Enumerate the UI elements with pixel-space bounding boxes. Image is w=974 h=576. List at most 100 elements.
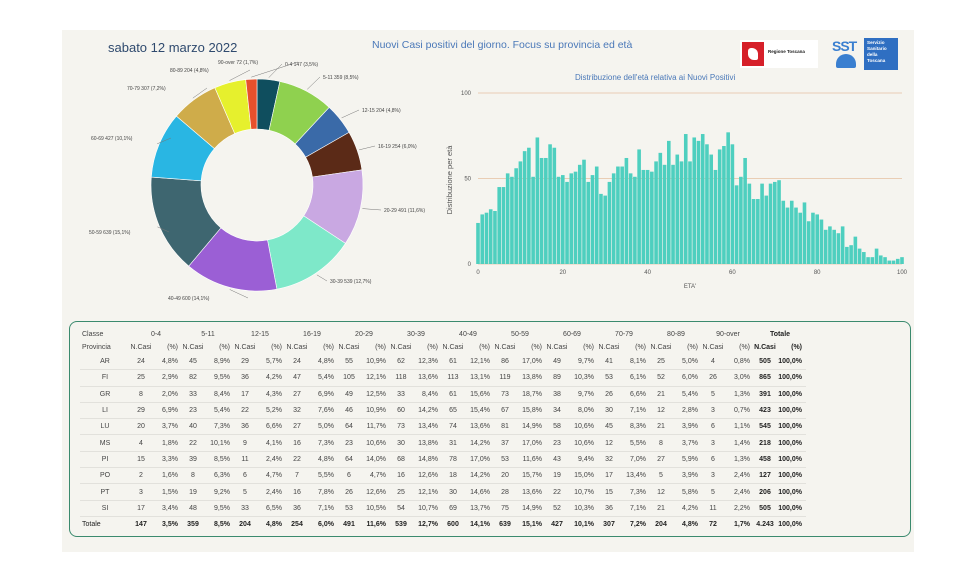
histogram-bar[interactable] — [654, 161, 658, 264]
histogram-bar[interactable] — [773, 181, 777, 264]
histogram-bar[interactable] — [552, 147, 557, 264]
histogram-bar[interactable] — [616, 166, 620, 264]
histogram-bar[interactable] — [705, 144, 709, 264]
histogram-bar[interactable] — [815, 214, 819, 264]
histogram-bar[interactable] — [756, 199, 760, 264]
histogram-bar[interactable] — [535, 137, 540, 264]
histogram-bar[interactable] — [781, 200, 786, 264]
histogram-bar[interactable] — [505, 173, 510, 264]
histogram-bar[interactable] — [789, 200, 794, 264]
histogram-bar[interactable] — [548, 144, 552, 264]
histogram-bar[interactable] — [887, 260, 892, 264]
histogram-bar[interactable] — [611, 173, 616, 264]
histogram-bar[interactable] — [832, 229, 836, 264]
histogram-bar[interactable] — [531, 176, 535, 264]
histogram-bar[interactable] — [522, 151, 527, 264]
histogram-bar[interactable] — [785, 207, 790, 264]
histogram-bar[interactable] — [641, 169, 646, 264]
histogram-bar[interactable] — [594, 166, 599, 264]
histogram-bar[interactable] — [662, 164, 667, 264]
histogram-bar[interactable] — [751, 199, 756, 264]
histogram-bar[interactable] — [777, 180, 781, 264]
histogram-bar[interactable] — [845, 246, 849, 264]
histogram-bar[interactable] — [590, 175, 595, 264]
histogram-bar[interactable] — [637, 149, 641, 264]
histogram-bar[interactable] — [501, 187, 506, 264]
histogram-bar[interactable] — [734, 185, 739, 264]
histogram-bar[interactable] — [510, 176, 514, 264]
histogram-bar[interactable] — [798, 212, 803, 264]
histogram-bar[interactable] — [488, 209, 493, 264]
histogram-bar[interactable] — [628, 173, 633, 264]
histogram-bar[interactable] — [883, 257, 887, 264]
histogram-bar[interactable] — [709, 154, 713, 264]
histogram-bar[interactable] — [811, 212, 815, 264]
histogram-bar[interactable] — [650, 171, 654, 264]
histogram-bar[interactable] — [819, 219, 824, 264]
histogram-bar[interactable] — [730, 144, 735, 264]
histogram-bar[interactable] — [544, 157, 548, 264]
histogram-bar[interactable] — [700, 134, 705, 264]
histogram-bar[interactable] — [743, 157, 747, 264]
histogram-bar[interactable] — [794, 207, 798, 264]
histogram-bar[interactable] — [760, 183, 764, 264]
histogram-bar[interactable] — [879, 255, 883, 264]
donut-slice-90-over[interactable] — [245, 78, 258, 130]
histogram-bar[interactable] — [696, 140, 701, 264]
histogram-bar[interactable] — [679, 161, 684, 264]
histogram-bar[interactable] — [895, 258, 900, 264]
histogram-bar[interactable] — [607, 181, 612, 264]
histogram-bar[interactable] — [747, 183, 752, 264]
histogram-bar[interactable] — [603, 195, 607, 264]
histogram-bar[interactable] — [722, 146, 726, 264]
histogram-bar[interactable] — [497, 187, 501, 264]
histogram-bar[interactable] — [476, 222, 480, 264]
histogram-bar[interactable] — [828, 226, 832, 264]
histogram-bar[interactable] — [802, 202, 807, 264]
histogram-bar[interactable] — [717, 149, 722, 264]
histogram-bar[interactable] — [561, 175, 565, 264]
histogram-bar[interactable] — [667, 140, 671, 264]
histogram-bar[interactable] — [862, 252, 866, 264]
histogram-bar[interactable] — [675, 154, 680, 264]
histogram-bar[interactable] — [582, 159, 586, 264]
histogram-bar[interactable] — [768, 183, 773, 264]
histogram-bar[interactable] — [764, 195, 769, 264]
histogram-bar[interactable] — [849, 245, 853, 264]
histogram-bar[interactable] — [565, 181, 569, 264]
histogram-bar[interactable] — [840, 226, 845, 264]
histogram-bar[interactable] — [874, 248, 879, 264]
histogram-bar[interactable] — [624, 157, 629, 264]
histogram-bar[interactable] — [556, 176, 561, 264]
histogram-bar[interactable] — [599, 193, 603, 264]
histogram-bar[interactable] — [870, 257, 875, 264]
histogram-bar[interactable] — [539, 157, 544, 264]
histogram-bar[interactable] — [514, 168, 518, 264]
histogram-bar[interactable] — [645, 169, 650, 264]
histogram-bar[interactable] — [713, 169, 718, 264]
histogram-bar[interactable] — [823, 229, 828, 264]
histogram-bar[interactable] — [480, 214, 485, 264]
histogram-bar[interactable] — [739, 176, 743, 264]
histogram-bar[interactable] — [493, 210, 497, 264]
histogram-bar[interactable] — [688, 161, 692, 264]
histogram-bar[interactable] — [573, 171, 578, 264]
histogram-bar[interactable] — [527, 147, 531, 264]
histogram-bar[interactable] — [806, 221, 811, 264]
histogram-bar[interactable] — [620, 166, 624, 264]
histogram-bar[interactable] — [633, 176, 637, 264]
histogram-bar[interactable] — [683, 134, 688, 264]
histogram-bar[interactable] — [658, 152, 663, 264]
histogram-bar[interactable] — [891, 260, 896, 264]
histogram-bar[interactable] — [900, 257, 904, 264]
histogram-bar[interactable] — [692, 137, 697, 264]
histogram-bar[interactable] — [577, 164, 582, 264]
histogram-bar[interactable] — [671, 164, 675, 264]
histogram-bar[interactable] — [484, 212, 489, 264]
histogram-bar[interactable] — [853, 236, 858, 264]
histogram-bar[interactable] — [866, 257, 870, 264]
histogram-bar[interactable] — [857, 248, 862, 264]
histogram-bar[interactable] — [569, 173, 574, 264]
histogram-bar[interactable] — [518, 161, 523, 264]
histogram-bar[interactable] — [836, 233, 841, 264]
